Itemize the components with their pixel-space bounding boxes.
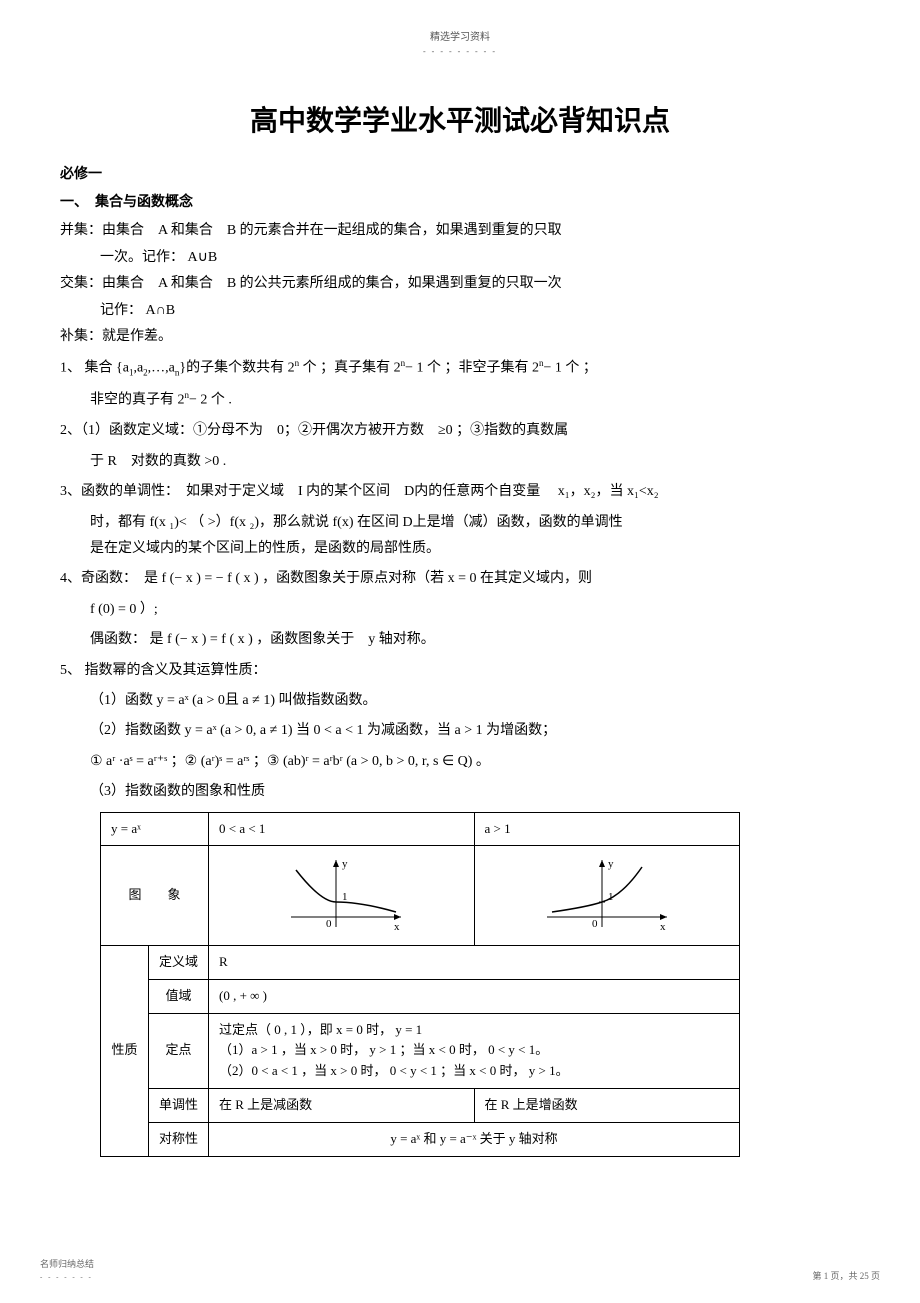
table-mono-row: 单调性 在 R 上是减函数 在 R 上是增函数 <box>101 1089 740 1123</box>
domain-value: R <box>209 946 740 980</box>
footer-right: 第 1 页，共 25 页 <box>812 1269 880 1283</box>
domain-label: 定义域 <box>149 946 209 980</box>
svg-text:1: 1 <box>342 891 348 903</box>
graph-label: 图 象 <box>101 846 209 946</box>
page-top-header: 精选学习资料 - - - - - - - - - <box>60 30 860 59</box>
graph-decreasing: 0 x y 1 <box>209 846 475 946</box>
point-3b: 时，都有 f(x ₁)< （ >）f(x ₂)，那么就说 f(x) 在区间 D上… <box>60 512 860 534</box>
footer-left-text: 名师归纳总结 <box>40 1257 94 1271</box>
point1-line2a: 非空的真子有 2 <box>90 393 185 408</box>
increasing-curve-icon: 0 x y 1 <box>532 852 682 932</box>
point1-suf: }的子集个数共有 2 <box>179 361 294 376</box>
property-label: 性质 <box>101 946 149 1157</box>
svg-text:x: x <box>394 921 400 932</box>
point-5-2: （2）指数函数 y = aˣ (a > 0, a ≠ 1) 当 0 < a < … <box>60 720 860 742</box>
mono-increasing: 在 R 上是增函数 <box>474 1089 740 1123</box>
page-title: 高中数学学业水平测试必背知识点 <box>60 99 860 144</box>
point-5-3: （3）指数函数的图象和性质 <box>60 781 860 803</box>
point-5-rules: ① aʳ ·aˢ = aʳ⁺ˢ ；② (aʳ)ˢ = aʳˢ ；③ (ab)ʳ … <box>60 751 860 773</box>
table-fixedpoint-row: 定点 过定点（ 0 , 1 ），即 x = 0 时， y = 1 （1）a > … <box>101 1013 740 1088</box>
fixedpoint-value: 过定点（ 0 , 1 ），即 x = 0 时， y = 1 （1）a > 1 ，… <box>209 1013 740 1088</box>
point1-a: 个 ；真子集有 2 <box>303 361 401 376</box>
symmetry-label: 对称性 <box>149 1122 209 1156</box>
mono-decreasing: 在 R 上是减函数 <box>209 1089 475 1123</box>
point-5: 5、 指数幂的含义及其运算性质： <box>60 660 860 682</box>
intersection-notation: 记作： A∩B <box>60 300 860 322</box>
point1-mid: ,…,a <box>148 361 175 376</box>
header-dots: - - - - - - - - - <box>60 46 860 59</box>
point-1-line2: 非空的真子有 2n− 2 个 . <box>60 388 860 412</box>
point-3c: 是在定义域内的某个区间上的性质，是函数的局部性质。 <box>60 538 860 560</box>
graph-increasing: 0 x y 1 <box>474 846 740 946</box>
svg-text:y: y <box>608 858 614 870</box>
range-value: (0 , + ∞ ) <box>209 979 740 1013</box>
intersection-definition: 交集：由集合 A 和集合 B 的公共元素所组成的集合，如果遇到重复的只取一次 <box>60 273 860 295</box>
fixed-c: （2）0 < a < 1 ，当 x > 0 时， 0 < y < 1 ；当 x … <box>219 1061 729 1082</box>
svg-text:0: 0 <box>326 918 332 930</box>
th-case1: 0 < a < 1 <box>209 812 475 846</box>
svg-text:0: 0 <box>592 918 598 930</box>
mono-label: 单调性 <box>149 1089 209 1123</box>
decreasing-curve-icon: 0 x y 1 <box>266 852 416 932</box>
union-notation: 一次。记作： A∪B <box>60 247 860 269</box>
point-1: 1、 集合 {a1,a2,…,an}的子集个数共有 2n 个 ；真子集有 2n−… <box>60 356 860 380</box>
section-heading: 一、 集合与函数概念 <box>60 192 860 214</box>
symmetry-value: y = aˣ 和 y = a⁻ˣ 关于 y 轴对称 <box>209 1122 740 1156</box>
fixed-a: 过定点（ 0 , 1 ），即 x = 0 时， y = 1 <box>219 1020 729 1041</box>
range-label: 值域 <box>149 979 209 1013</box>
point-4a: 4、奇函数： 是 f (− x ) = − f ( x ) ，函数图象关于原点对… <box>60 568 860 590</box>
point1-b: − 1 个 ；非空子集有 2 <box>405 361 539 376</box>
point-3a: 3、函数的单调性： 如果对于定义域 I 内的某个区间 D内的任意两个自变量 x₁… <box>60 481 860 503</box>
th-func: y = aˣ <box>101 812 209 846</box>
svg-text:x: x <box>660 921 666 932</box>
header-label: 精选学习资料 <box>60 30 860 46</box>
point1-c: − 1 个 ； <box>544 361 597 376</box>
svg-text:y: y <box>342 858 348 870</box>
table-domain-row: 性质 定义域 R <box>101 946 740 980</box>
point1-line2b: − 2 个 . <box>189 393 232 408</box>
module-label: 必修一 <box>60 164 860 186</box>
complement-definition: 补集：就是作差。 <box>60 326 860 348</box>
exponential-table: y = aˣ 0 < a < 1 a > 1 图 象 0 x y 1 <box>100 812 740 1157</box>
fixed-b: （1）a > 1 ，当 x > 0 时， y > 1 ；当 x < 0 时， 0… <box>219 1040 729 1061</box>
table-range-row: 值域 (0 , + ∞ ) <box>101 979 740 1013</box>
point-2b: 于 R 对数的真数 >0 . <box>60 451 860 473</box>
point-4b: f (0) = 0 ）; <box>60 599 860 621</box>
point-5-1: （1）函数 y = aˣ (a > 0且 a ≠ 1) 叫做指数函数。 <box>60 690 860 712</box>
th-case2: a > 1 <box>474 812 740 846</box>
table-symmetry-row: 对称性 y = aˣ 和 y = a⁻ˣ 关于 y 轴对称 <box>101 1122 740 1156</box>
union-definition: 并集：由集合 A 和集合 B 的元素合并在一起组成的集合，如果遇到重复的只取 <box>60 220 860 242</box>
point-2: 2、（1）函数定义域：①分母不为 0；②开偶次方被开方数 ≥0 ；③指数的真数属 <box>60 420 860 442</box>
fixedpoint-label: 定点 <box>149 1013 209 1088</box>
point-4c: 偶函数： 是 f (− x ) = f ( x ) ，函数图象关于 y 轴对称。 <box>60 629 860 651</box>
table-graph-row: 图 象 0 x y 1 0 x y <box>101 846 740 946</box>
point1-pre: 1、 集合 {a <box>60 361 129 376</box>
table-header-row: y = aˣ 0 < a < 1 a > 1 <box>101 812 740 846</box>
footer-left-dots: - - - - - - - <box>40 1272 94 1283</box>
footer-left: 名师归纳总结 - - - - - - - <box>40 1257 94 1283</box>
